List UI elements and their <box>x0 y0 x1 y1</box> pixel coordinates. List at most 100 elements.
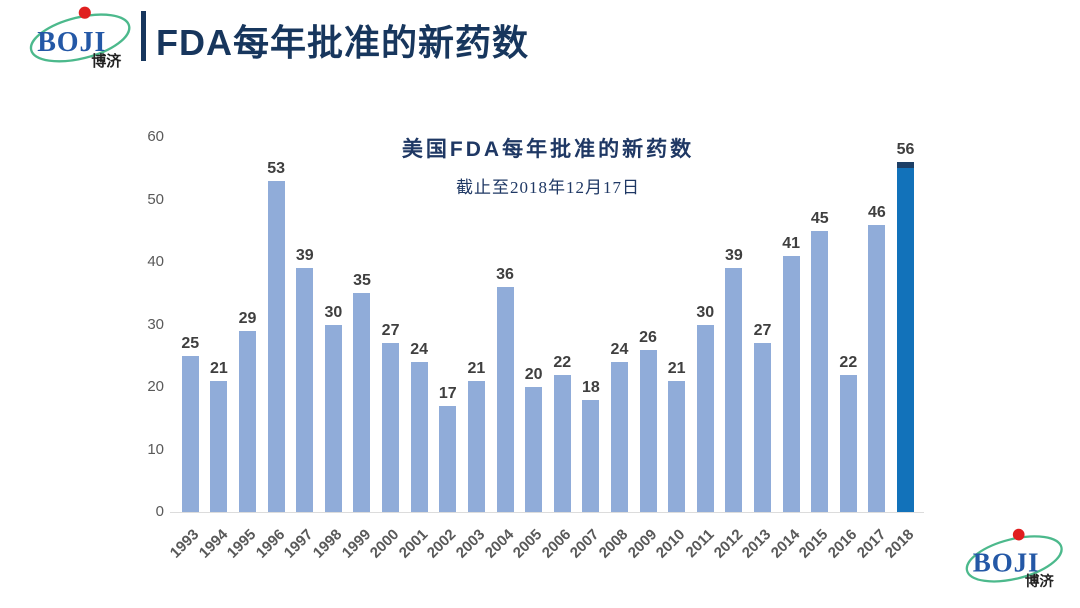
bar-value-label: 26 <box>639 328 657 346</box>
bar-value-label: 45 <box>810 209 829 227</box>
boji-logo: BOJI 博济 <box>26 4 138 70</box>
bar-value-label: 30 <box>324 303 343 321</box>
x-axis-slot: 2011 <box>682 518 720 568</box>
bar-slot: 17 <box>433 384 462 512</box>
bar <box>610 362 628 512</box>
svg-text:博济: 博济 <box>1025 572 1054 590</box>
x-axis-line <box>170 512 924 513</box>
bar-value-label: 36 <box>496 266 514 283</box>
x-axis-slot: 1993 <box>167 518 205 568</box>
x-axis-slot: 2016 <box>825 518 863 568</box>
bar-slot: 45 <box>805 209 834 512</box>
bar-value-label: 25 <box>181 334 200 352</box>
boji-logo-footer: BOJI 博济 <box>962 524 1070 592</box>
x-axis-label: 1993 <box>166 526 203 562</box>
bar-value-label: 41 <box>782 234 800 252</box>
bar <box>897 162 915 512</box>
bar-value-label: 46 <box>868 203 886 221</box>
bar <box>525 387 543 512</box>
svg-text:博济: 博济 <box>91 52 122 70</box>
bar-slot: 39 <box>290 248 319 512</box>
bar-slot: 27 <box>376 323 405 512</box>
y-axis-label: 40 <box>147 253 164 270</box>
header: BOJI 博济 FDA每年批准的新药数 <box>0 0 1080 78</box>
bar-value-label: 21 <box>210 359 228 377</box>
bar-value-label: 17 <box>438 384 457 402</box>
bar-slot: 41 <box>777 234 806 512</box>
bar-slot: 39 <box>720 248 749 512</box>
page-title: FDA每年批准的新药数 <box>156 22 529 63</box>
bar-value-label: 20 <box>524 366 543 383</box>
bar-slot: 21 <box>462 359 491 512</box>
bar-value-label: 22 <box>553 353 572 371</box>
bar <box>553 374 571 512</box>
bar <box>782 255 800 512</box>
bar-slot: 53 <box>262 159 291 512</box>
header-divider <box>141 11 146 61</box>
bar-value-label: 39 <box>295 247 314 265</box>
bar <box>296 268 314 512</box>
bar <box>696 324 714 512</box>
bar-value-label: 27 <box>381 322 400 340</box>
bar <box>496 287 514 512</box>
y-axis-label: 20 <box>147 378 164 395</box>
bar <box>582 399 600 512</box>
bar-value-label: 21 <box>667 359 686 377</box>
bar-slot: 22 <box>548 353 577 512</box>
bar-chart: 美国FDA每年批准的新药数 截止至2018年12月17日 0 10 20 30 40 50… <box>0 100 1080 570</box>
bar <box>868 224 886 512</box>
bar-value-label: 30 <box>696 303 715 321</box>
boji-logo-icon: BOJI 博济 <box>29 6 131 70</box>
bar-slot: 35 <box>348 273 377 512</box>
bar-slot: 24 <box>405 342 434 512</box>
bar-slot: 25 <box>176 334 205 512</box>
bar-value-label: 53 <box>267 159 286 177</box>
bar-value-label: 56 <box>896 141 915 158</box>
bar-slot: 18 <box>577 378 606 512</box>
bar <box>439 405 457 512</box>
y-axis-label: 0 <box>155 503 164 520</box>
plot-area: 25 21 29 53 39 30 35 27 24 17 21 36 20 22 18 24 26 21 30 39… <box>176 137 920 512</box>
bar-value-label: 27 <box>753 322 772 340</box>
bar-slot: 30 <box>319 303 348 512</box>
bar <box>267 180 285 512</box>
svg-text:BOJI: BOJI <box>973 548 1040 578</box>
bar <box>753 343 771 512</box>
bar-slot: 27 <box>748 323 777 512</box>
bar-slot: 46 <box>863 203 892 512</box>
bar-slot: 56 <box>891 142 920 512</box>
bar-value-label: 35 <box>353 272 371 290</box>
bar-value-label: 21 <box>467 359 486 377</box>
x-axis-slot: 1998 <box>310 518 348 568</box>
bar-slot: 36 <box>491 267 520 512</box>
bar-slot: 30 <box>691 303 720 512</box>
y-axis-label: 60 <box>147 128 164 145</box>
svg-text:BOJI: BOJI <box>37 27 106 58</box>
bar <box>811 230 829 512</box>
bar-slot: 21 <box>662 359 691 512</box>
bar-value-label: 22 <box>839 353 858 371</box>
y-axis-label: 30 <box>147 315 164 333</box>
bar-slot: 24 <box>605 342 634 512</box>
bar-slot: 20 <box>519 367 548 512</box>
x-axis: 1993 1994 1995 1996 1997 1998 1999 2000 2001 2002… <box>167 518 920 568</box>
bar-slot: 29 <box>233 309 262 512</box>
bar-slot: 22 <box>834 353 863 512</box>
bar-value-label: 29 <box>238 309 257 327</box>
bar-value-label: 39 <box>724 247 743 265</box>
bar <box>839 374 857 512</box>
bar-slot: 21 <box>205 359 234 512</box>
bar <box>239 330 257 512</box>
bar <box>181 355 199 512</box>
bar-value-label: 24 <box>410 341 429 358</box>
bar <box>668 380 686 512</box>
bar <box>410 362 428 512</box>
bar-value-label: 24 <box>610 341 629 358</box>
boji-logo-icon: BOJI 博济 <box>965 528 1063 590</box>
bar <box>353 293 371 512</box>
bar <box>467 380 485 512</box>
bar <box>639 349 657 512</box>
bar <box>210 380 228 512</box>
bar-value-label: 18 <box>581 378 600 396</box>
y-axis-label: 10 <box>147 440 164 458</box>
